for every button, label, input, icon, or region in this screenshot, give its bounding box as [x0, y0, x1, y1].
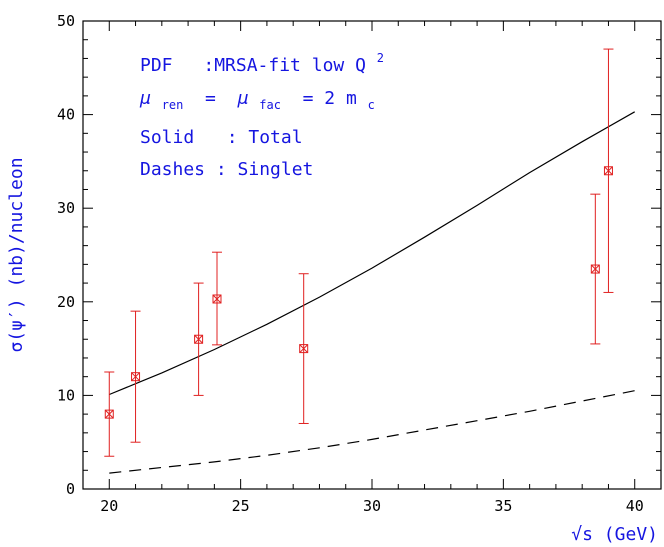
point-marker [104, 409, 114, 419]
annotation-mu-ren-sub: ren [162, 98, 184, 112]
data-point [193, 282, 204, 396]
point-marker [212, 294, 222, 304]
point-marker-cross [104, 409, 114, 419]
y-tick-label: 20 [57, 293, 75, 311]
y-tick-label: 50 [57, 12, 75, 30]
data-point [603, 48, 614, 293]
point-marker [194, 334, 204, 344]
point-marker-cross [131, 372, 140, 382]
annotation-pdf: PDF :MRSA-fit low Q 2 [140, 51, 384, 76]
point-marker [603, 166, 613, 176]
x-tick-label: 40 [626, 497, 644, 515]
point-marker-cross [590, 264, 600, 274]
data-point [104, 371, 115, 457]
annotation-mu-ren: μ [139, 88, 151, 109]
point-marker-cross [604, 166, 613, 176]
annotation-mu: μ ren = μ fac = 2 m c [139, 88, 375, 114]
data-point [590, 193, 601, 345]
annotation-mu-fac-sub: fac [259, 98, 281, 112]
x-tick-label: 35 [494, 497, 512, 515]
point-marker [299, 344, 309, 354]
annotation-mu-c-sub: c [368, 98, 375, 112]
axis-ticks [83, 20, 661, 490]
y-tick-label: 30 [57, 199, 75, 217]
x-tick-label: 30 [363, 497, 381, 515]
annotation-pdf-sup: 2 [377, 51, 384, 65]
annotation-dashes: Dashes : Singlet [140, 159, 313, 180]
data-point [211, 251, 222, 346]
annotation-mu-fac: μ [237, 88, 249, 109]
point-marker [131, 372, 141, 382]
tick-labels: 20 25 30 35 40 0 10 20 30 40 50 [57, 12, 644, 515]
annotation-mu-eq: = [194, 88, 227, 109]
point-marker [590, 264, 600, 274]
y-axis-label: σ(ψ′) (nb)/nucleon [6, 157, 27, 352]
x-tick-label: 20 [100, 497, 118, 515]
total-curve [109, 111, 635, 396]
y-tick-label: 40 [57, 106, 75, 124]
x-tick-label: 25 [232, 497, 250, 515]
point-marker-cross [212, 294, 222, 304]
data-point [130, 310, 141, 443]
point-marker-cross [299, 344, 309, 353]
curves [109, 111, 635, 474]
singlet-curve [109, 390, 635, 474]
annotation-mu-rhs: = 2 m [292, 88, 357, 109]
data-points [104, 48, 614, 457]
annotation-pdf-value: :MRSA-fit low Q [203, 55, 366, 76]
annotation-solid: Solid : Total [140, 127, 303, 148]
data-point [298, 273, 309, 424]
annotation-pdf-label: PDF [140, 55, 173, 76]
y-tick-label: 10 [57, 386, 75, 404]
point-marker-cross [194, 334, 203, 344]
plot-frame [82, 20, 662, 490]
y-tick-label: 0 [66, 480, 75, 498]
x-axis-label: √s (GeV) [571, 524, 658, 545]
